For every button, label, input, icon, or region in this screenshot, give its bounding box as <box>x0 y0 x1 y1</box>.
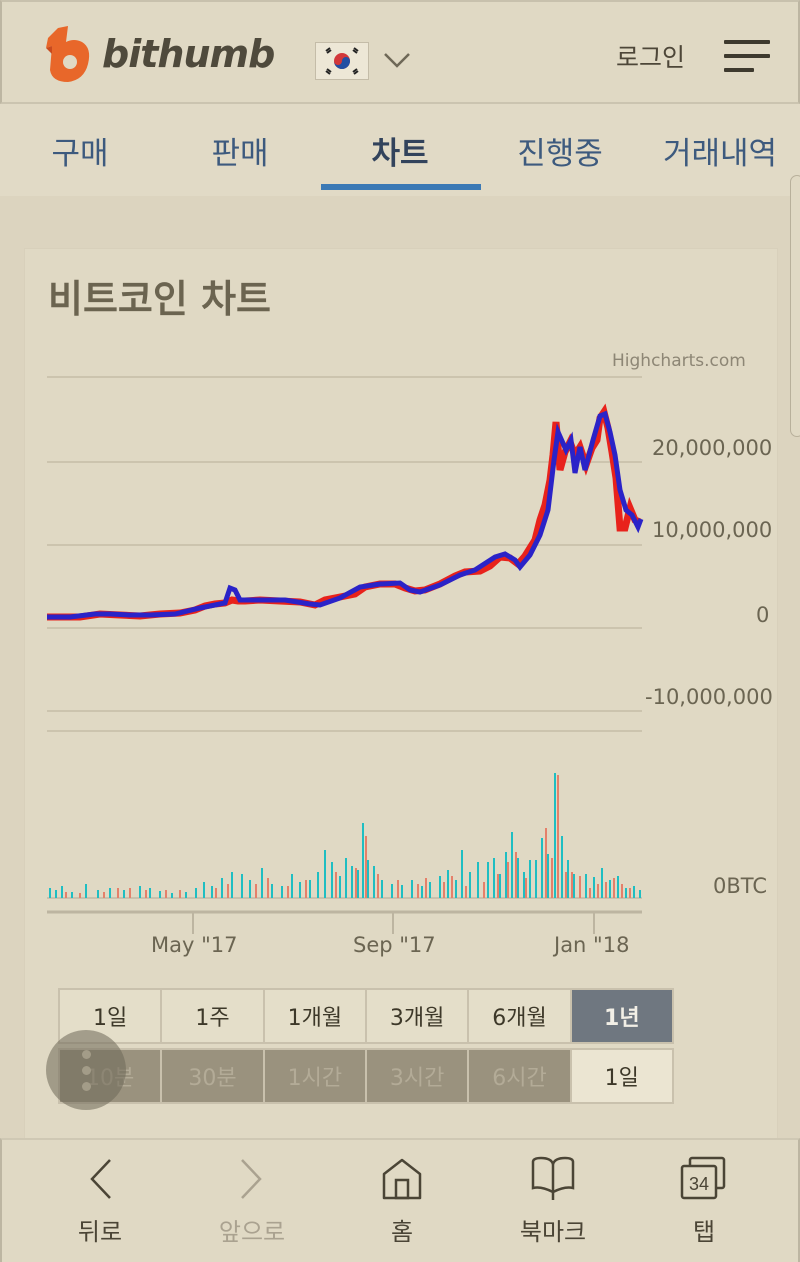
home-icon <box>382 1158 422 1200</box>
interval-1h-button[interactable]: 1시간 <box>264 1050 367 1102</box>
back-label: 뒤로 <box>77 1218 123 1246</box>
tab-count: 34 <box>689 1174 709 1194</box>
tabs-button[interactable]: 34 탭 <box>644 1156 764 1247</box>
tab-chart[interactable]: 차트 <box>371 136 429 172</box>
tab-buy[interactable]: 구매 <box>51 136 109 172</box>
y-tick-20m: 20,000,000 <box>652 436 773 460</box>
chevron-down-icon[interactable] <box>382 48 412 72</box>
back-button[interactable]: 뒤로 <box>40 1156 160 1247</box>
interval-30min-button[interactable]: 30분 <box>162 1050 265 1102</box>
top-bar: bithumb 로그인 <box>0 0 800 104</box>
period-1m-button[interactable]: 1개월 <box>264 990 367 1042</box>
x-axis-ticks <box>192 912 595 934</box>
chart-title: 비트코인 차트 <box>48 277 271 321</box>
bookmark-book-icon <box>531 1156 575 1200</box>
forward-label: 앞으로 <box>218 1218 286 1246</box>
bookmark-button[interactable]: 북마크 <box>493 1156 613 1247</box>
active-tab-indicator <box>321 184 481 190</box>
tab-in-progress[interactable]: 진행중 <box>517 136 603 172</box>
korea-flag-icon <box>325 47 359 75</box>
price-series <box>47 403 644 621</box>
volume-series <box>49 773 641 898</box>
browser-bottom-bar: 뒤로 앞으로 홈 북마크 34 탭 <box>0 1138 800 1262</box>
y-tick-0: 0 <box>756 603 770 627</box>
x-tick-sep-17: Sep "17 <box>353 933 436 957</box>
home-label: 홈 <box>390 1218 414 1246</box>
range-selector: 1일 1주 1개월 3개월 6개월 1년 10분 30분 1시간 3시간 6시간… <box>58 988 674 1106</box>
bithumb-logo-icon <box>46 26 90 82</box>
forward-chevron-icon <box>241 1159 262 1199</box>
volume-axis-label: 0BTC <box>713 874 768 898</box>
bookmark-label: 북마크 <box>519 1218 587 1246</box>
back-chevron-icon <box>90 1159 111 1199</box>
highcharts-credits-link[interactable]: Highcharts.com <box>612 351 746 371</box>
brand-name: bithumb <box>102 32 275 76</box>
page-scrollbar[interactable] <box>790 175 800 437</box>
language-flag-button[interactable] <box>315 42 369 80</box>
x-tick-may-17: May "17 <box>151 933 238 957</box>
login-link[interactable]: 로그인 <box>616 43 686 72</box>
tabs-label: 탭 <box>692 1218 716 1246</box>
floating-more-button[interactable] <box>46 1030 126 1110</box>
interval-3h-button[interactable]: 3시간 <box>366 1050 470 1102</box>
interval-row: 10분 30분 1시간 3시간 6시간 1일 <box>58 1048 674 1104</box>
hamburger-menu-icon[interactable] <box>724 40 770 74</box>
main-tabs: 구매 판매 차트 진행중 거래내역 <box>0 104 800 196</box>
interval-6h-button[interactable]: 6시간 <box>469 1050 572 1102</box>
y-tick-10m: 10,000,000 <box>652 518 773 542</box>
period-row: 1일 1주 1개월 3개월 6개월 1년 <box>58 988 674 1044</box>
forward-button[interactable]: 앞으로 <box>192 1156 312 1247</box>
period-6m-button[interactable]: 6개월 <box>469 990 572 1042</box>
bithumb-logo[interactable]: bithumb <box>44 24 275 84</box>
price-volume-chart[interactable] <box>0 0 800 980</box>
period-1y-button[interactable]: 1년 <box>571 990 672 1042</box>
interval-1d-button[interactable]: 1일 <box>571 1050 672 1102</box>
period-3m-button[interactable]: 3개월 <box>366 990 470 1042</box>
y-tick-neg-10m: -10,000,000 <box>645 685 773 709</box>
home-button[interactable]: 홈 <box>342 1156 462 1247</box>
tab-sell[interactable]: 판매 <box>211 136 269 172</box>
more-dots-icon <box>82 1050 91 1059</box>
price-gridlines <box>47 376 642 732</box>
period-1w-button[interactable]: 1주 <box>162 990 265 1042</box>
tab-history[interactable]: 거래내역 <box>662 136 778 172</box>
tabs-icon: 34 <box>680 1156 726 1200</box>
x-tick-jan-18: Jan "18 <box>554 933 630 957</box>
